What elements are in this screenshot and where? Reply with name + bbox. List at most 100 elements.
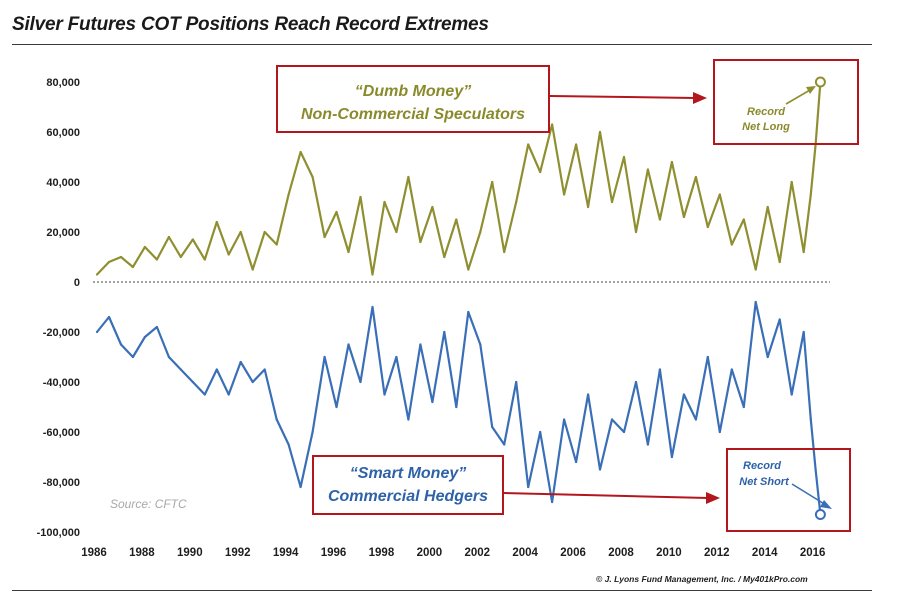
hedgers-line-point xyxy=(335,405,338,409)
speculators-line-point xyxy=(443,255,446,259)
hedgers-line-point xyxy=(191,380,194,384)
y-tick-label: -80,000 xyxy=(43,477,80,489)
hedgers-line-point xyxy=(515,380,518,384)
speculators-arrow-line xyxy=(549,95,696,99)
x-tick-label: 2010 xyxy=(656,547,682,559)
hedgers-line-point xyxy=(167,355,170,359)
record-long-label-1: Record xyxy=(747,106,785,118)
record-long-label-2: Net Long xyxy=(742,121,790,133)
speculators-line-point xyxy=(275,243,278,246)
speculators-line-point xyxy=(179,255,182,259)
hedgers-line-point xyxy=(395,355,398,359)
speculators-line-point xyxy=(371,273,374,276)
speculators-annotation-box xyxy=(276,65,550,133)
y-tick-label: -100,000 xyxy=(37,527,80,539)
hedgers-line-point xyxy=(551,500,554,504)
speculators-line-point xyxy=(155,258,158,261)
x-tick-label: 2014 xyxy=(752,547,778,559)
hedgers-line-point xyxy=(730,368,733,371)
speculators-line-point xyxy=(658,218,662,221)
x-tick-label: 2004 xyxy=(512,547,538,559)
speculators-line-point xyxy=(610,200,614,204)
speculators-line-point xyxy=(95,273,99,276)
hedgers-line-point xyxy=(467,310,470,314)
hedgers-line-point xyxy=(610,418,614,421)
speculators-line-point xyxy=(287,193,290,196)
credit-label: © J. Lyons Fund Management, Inc. / My401… xyxy=(596,574,808,584)
speculators-line-point xyxy=(622,155,626,159)
speculators-line-point xyxy=(730,243,733,246)
speculators-line-point xyxy=(239,230,242,234)
record-long-arrow-head xyxy=(806,86,816,94)
chart-title: Silver Futures COT Positions Reach Recor… xyxy=(12,14,489,35)
hedgers-line-point xyxy=(598,468,602,471)
hedgers-line-point xyxy=(814,468,817,471)
hedgers-line-point xyxy=(131,355,134,359)
hedgers-line-point xyxy=(311,430,314,434)
hedgers-line-point xyxy=(706,355,709,359)
speculators-line-point xyxy=(143,245,146,249)
hedgers-line-point xyxy=(263,368,266,371)
speculators-line-point xyxy=(191,238,194,241)
hedgers-line-point xyxy=(634,380,638,384)
hedgers-annotation-subtitle: Commercial Hedgers xyxy=(328,488,488,505)
record-long-box xyxy=(713,59,859,145)
hedgers-arrow-line xyxy=(503,492,709,499)
hedgers-line-point xyxy=(155,325,158,329)
hedgers-line-point xyxy=(778,318,781,321)
speculators-line-point xyxy=(515,200,518,204)
speculators-line-point xyxy=(634,230,638,234)
title-divider xyxy=(12,44,872,45)
hedgers-annotation-box xyxy=(312,455,504,515)
x-axis-ticks: 1986 1988 1990 1992 1994 1996 1998 2000 2002 2004… xyxy=(81,547,825,559)
hedgers-line-point xyxy=(443,330,446,334)
speculators-annotation-subtitle: Non-Commercial Speculators xyxy=(301,106,525,123)
hedgers-line-point xyxy=(563,418,566,421)
hedgers-line-point xyxy=(682,393,686,396)
speculators-line-point xyxy=(778,260,781,264)
hedgers-line-point xyxy=(407,418,410,421)
hedgers-line-point xyxy=(742,405,745,409)
hedgers-line-point xyxy=(766,355,769,359)
speculators-line-point xyxy=(754,268,757,271)
hedgers-line-point xyxy=(670,455,674,459)
hedgers-line-point xyxy=(539,430,542,434)
hedgers-line-point xyxy=(107,315,111,319)
hedgers-line-point xyxy=(431,400,434,404)
y-tick-label: 80,000 xyxy=(46,77,80,89)
speculators-line-point xyxy=(503,250,506,254)
speculators-line-point xyxy=(419,240,422,244)
x-tick-label: 2006 xyxy=(560,547,586,559)
hedgers-line-point xyxy=(575,460,578,464)
source-label: Source: CFTC xyxy=(110,497,187,511)
y-tick-label: -20,000 xyxy=(43,327,80,339)
bottom-divider xyxy=(12,590,872,591)
hedgers-line-point xyxy=(143,335,146,339)
speculators-line-point xyxy=(107,260,111,264)
speculators-line-point xyxy=(563,193,566,196)
hedgers-line-point xyxy=(371,305,374,309)
hedgers-line-point xyxy=(754,300,757,304)
hedgers-line xyxy=(96,300,822,515)
hedgers-line-point xyxy=(383,393,386,396)
x-tick-label: 1988 xyxy=(129,547,155,559)
series-layer xyxy=(95,76,826,520)
hedgers-line-point xyxy=(239,360,242,364)
speculators-line-point xyxy=(809,193,812,196)
x-tick-label: 1998 xyxy=(369,547,395,559)
speculators-line-point xyxy=(479,230,482,234)
y-tick-label: -60,000 xyxy=(43,427,80,439)
hedgers-line-point xyxy=(809,418,812,421)
hedgers-line-point xyxy=(95,330,99,334)
speculators-line-point xyxy=(539,170,542,174)
x-tick-label: 2016 xyxy=(800,547,826,559)
hedgers-annotation-title: “Smart Money” xyxy=(350,465,466,482)
speculators-line-point xyxy=(263,230,266,234)
hedgers-line-point xyxy=(479,343,482,346)
speculators-line-point xyxy=(227,253,230,256)
speculators-annotation-title: “Dumb Money” xyxy=(355,83,471,100)
speculators-line-point xyxy=(347,250,350,254)
speculators-line-point xyxy=(682,215,686,219)
speculators-line-point xyxy=(551,123,554,126)
